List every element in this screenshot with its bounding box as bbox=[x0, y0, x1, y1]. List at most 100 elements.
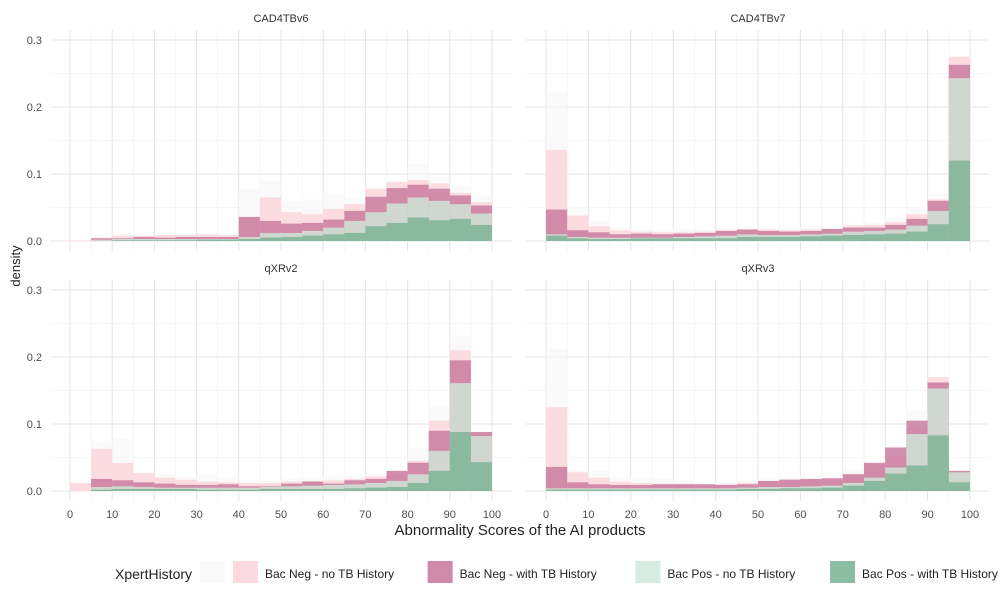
histogram-bar bbox=[779, 479, 801, 491]
histogram-bar bbox=[906, 465, 928, 491]
histogram-bar bbox=[546, 209, 568, 241]
histogram-bar bbox=[779, 236, 801, 241]
histogram-bar bbox=[175, 240, 197, 241]
histogram-bar bbox=[196, 239, 218, 241]
histogram-bar bbox=[673, 238, 695, 241]
histogram-bar bbox=[800, 236, 822, 241]
histogram-bar bbox=[154, 240, 176, 241]
histogram-bar bbox=[407, 482, 429, 491]
histogram-bar bbox=[175, 488, 197, 491]
histogram-bar bbox=[365, 482, 387, 491]
legend-label: Bac Neg - no TB History bbox=[265, 567, 394, 581]
histogram-bar bbox=[112, 238, 134, 241]
x-tick-label: 50 bbox=[275, 509, 287, 521]
histogram-bar bbox=[948, 160, 970, 241]
histogram-bar bbox=[112, 488, 134, 491]
histogram-bar bbox=[927, 224, 949, 241]
legend-swatch bbox=[427, 561, 453, 583]
histogram-bar bbox=[630, 484, 652, 491]
legend-label: Bac Pos - no TB History bbox=[667, 567, 795, 581]
x-tick-label: 30 bbox=[190, 509, 202, 521]
histogram-bar bbox=[652, 489, 674, 491]
histogram-bar bbox=[673, 484, 695, 491]
histogram-bar bbox=[196, 489, 218, 491]
x-axis-title: Abnormality Scores of the AI products bbox=[395, 522, 646, 539]
histogram-bar bbox=[567, 489, 589, 491]
histogram-bar bbox=[217, 236, 239, 241]
x-tick-label: 100 bbox=[961, 509, 979, 521]
x-tick-label: 80 bbox=[401, 509, 413, 521]
histogram-bar bbox=[112, 480, 134, 491]
histogram-bar bbox=[779, 488, 801, 491]
histogram-bar bbox=[238, 238, 260, 241]
x-tick-label: 70 bbox=[359, 509, 371, 521]
histogram-bar bbox=[133, 488, 155, 491]
legend-swatch bbox=[635, 561, 661, 583]
y-tick-label: 0.3 bbox=[27, 35, 42, 47]
histogram-bar bbox=[609, 484, 631, 491]
histogram-bar bbox=[196, 487, 218, 491]
histogram-bar bbox=[154, 488, 176, 491]
histogram-bar bbox=[800, 488, 822, 491]
histogram-bar bbox=[567, 230, 589, 241]
x-tick-label: 20 bbox=[148, 509, 160, 521]
histogram-bar bbox=[546, 466, 568, 491]
histogram-bar bbox=[758, 236, 780, 241]
histogram-bar bbox=[344, 484, 366, 491]
histogram-bar bbox=[715, 484, 737, 491]
histogram-bar bbox=[407, 217, 429, 241]
histogram-bar bbox=[133, 240, 155, 241]
histogram-bar bbox=[344, 232, 366, 241]
x-tick-label: 90 bbox=[921, 509, 933, 521]
histogram-bar bbox=[758, 480, 780, 491]
histogram-bar bbox=[344, 488, 366, 491]
histogram-bar bbox=[449, 432, 471, 491]
histogram-bar bbox=[133, 236, 155, 241]
histogram-bar bbox=[588, 232, 610, 241]
histogram-bar bbox=[842, 234, 864, 241]
histogram-bar bbox=[630, 489, 652, 491]
histogram-bar bbox=[112, 486, 134, 491]
histogram-bar bbox=[864, 234, 886, 241]
histogram-bar bbox=[70, 240, 92, 241]
histogram-bar bbox=[323, 484, 345, 491]
histogram-bar bbox=[449, 218, 471, 241]
histogram-bar bbox=[736, 236, 758, 241]
histogram-bar bbox=[133, 238, 155, 241]
histogram-bar bbox=[175, 236, 197, 241]
histogram-bar bbox=[821, 487, 843, 491]
histogram-bar bbox=[259, 232, 281, 241]
histogram-bar bbox=[133, 482, 155, 491]
histogram-bar bbox=[906, 231, 928, 241]
x-tick-label: 60 bbox=[794, 509, 806, 521]
histogram-bar bbox=[259, 237, 281, 241]
histogram-bar bbox=[428, 470, 450, 491]
y-axis-title: density bbox=[8, 245, 23, 287]
histogram-bar bbox=[154, 238, 176, 241]
histogram-bar bbox=[885, 473, 907, 491]
histogram-bar bbox=[281, 486, 303, 491]
x-tick-label: 60 bbox=[317, 509, 329, 521]
panel-title: CAD4TBv7 bbox=[730, 13, 785, 25]
histogram-bar bbox=[821, 235, 843, 241]
histogram-bar bbox=[885, 233, 907, 241]
legend-label: Bac Pos - with TB History bbox=[862, 567, 998, 581]
histogram-bar bbox=[588, 489, 610, 491]
histogram-bar bbox=[365, 226, 387, 241]
histogram-bar bbox=[609, 489, 631, 491]
x-tick-label: 90 bbox=[444, 509, 456, 521]
y-tick-label: 0.2 bbox=[27, 352, 42, 364]
histogram-bar bbox=[175, 238, 197, 241]
histogram-bar bbox=[630, 238, 652, 241]
histogram-bar bbox=[281, 236, 303, 241]
histogram-bar bbox=[609, 238, 631, 241]
legend-swatch bbox=[233, 561, 258, 583]
x-tick-label: 10 bbox=[582, 509, 594, 521]
histogram-bar bbox=[217, 239, 239, 241]
histogram-bar bbox=[842, 485, 864, 491]
x-tick-label: 30 bbox=[667, 509, 679, 521]
histogram-bar bbox=[758, 488, 780, 491]
x-tick-label: 80 bbox=[879, 509, 891, 521]
legend-swatch bbox=[830, 561, 856, 583]
histogram-bar bbox=[238, 489, 260, 491]
